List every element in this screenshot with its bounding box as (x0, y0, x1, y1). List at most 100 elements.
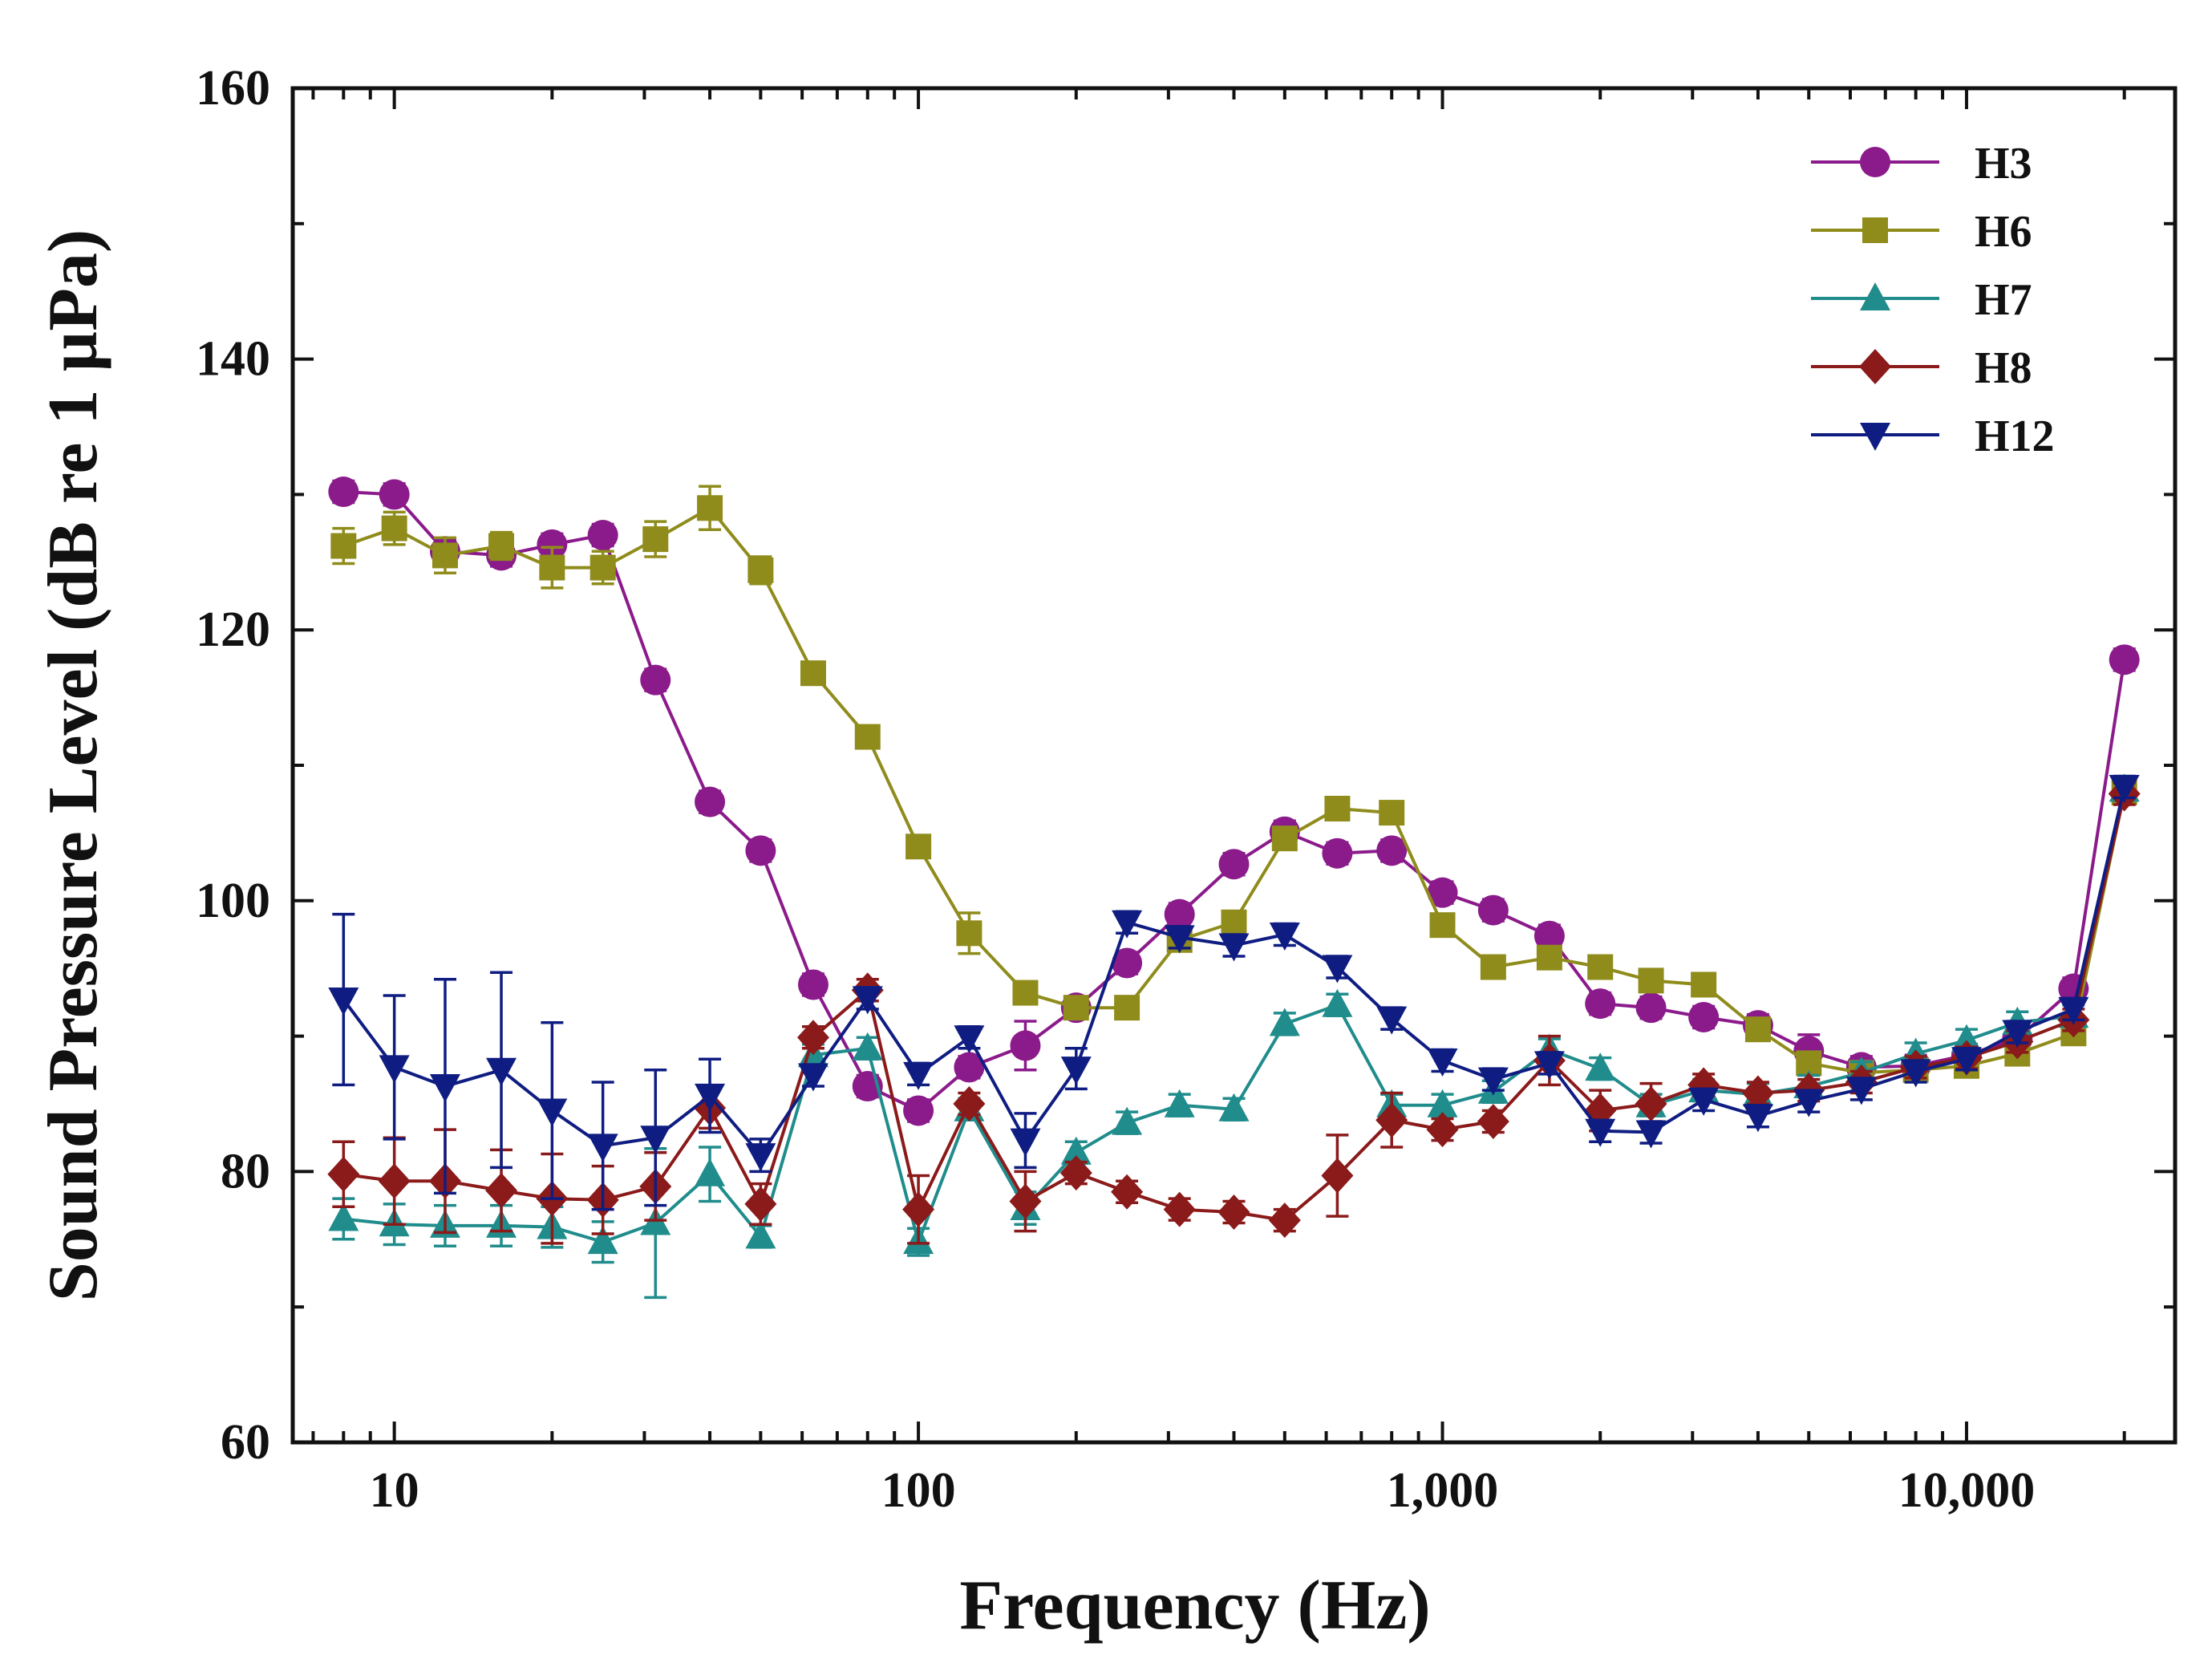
series-h7-point (1112, 1106, 1143, 1135)
series-h12-point (1585, 1118, 1616, 1147)
legend-label-h8: H8 (1975, 343, 2032, 393)
plot-frame (290, 86, 2178, 1445)
series-h7-point (1585, 1052, 1616, 1081)
series-h8-point (953, 1086, 986, 1121)
series-h6-point (1480, 954, 1506, 980)
legend-marker-h12 (1860, 423, 1890, 451)
series-h6-point (1691, 971, 1717, 998)
series-h12-point (1688, 1087, 1720, 1116)
legend: H3 H6 H7 H8 H12 (1811, 139, 2055, 461)
series-h7-point (1060, 1136, 1092, 1165)
series-h12-point (745, 1143, 776, 1172)
series-h12-point (2109, 775, 2140, 804)
series-h12-point (1477, 1067, 1509, 1096)
series-h3-point (1376, 835, 1408, 866)
series-h12-point (1951, 1047, 1982, 1076)
series-h6-point (747, 557, 774, 583)
series-h6-point (800, 660, 826, 687)
series-h12-point (1635, 1120, 1667, 1149)
series-h12-point (1742, 1104, 1773, 1133)
series-h3-point (640, 664, 671, 696)
series-h8-point (485, 1173, 518, 1209)
series-h8-point (1635, 1086, 1667, 1121)
y-tick-label: 120 (196, 602, 270, 657)
series-h12-point (797, 1063, 828, 1092)
series-h3-point (1218, 849, 1250, 880)
series-h12 (328, 774, 2140, 1211)
y-tick-label: 60 (221, 1415, 270, 1470)
series-h12-point (1376, 1006, 1408, 1035)
series-h6-point (589, 554, 616, 581)
series-h8-point (1059, 1155, 1092, 1191)
y-tick-label: 80 (221, 1144, 270, 1198)
legend-label-h6: H6 (1975, 207, 2032, 257)
series-h3-point (1477, 894, 1509, 926)
series-h12-point (379, 1055, 410, 1084)
series-h8-point (796, 1020, 829, 1056)
series-layer (327, 477, 2141, 1300)
x-tick-label: 100 (881, 1463, 956, 1518)
series-h7-point (1427, 1089, 1458, 1117)
series-h12-point (1793, 1089, 1825, 1117)
series-h6-point (1638, 967, 1664, 994)
series-h12-point (1427, 1048, 1458, 1077)
series-h3-point (1112, 947, 1143, 979)
series-h6-point (697, 495, 723, 521)
series-h3-point (1322, 838, 1353, 869)
series-h8-point (1741, 1075, 1774, 1111)
series-h3-point (1010, 1030, 1041, 1061)
series-h3-point (1688, 1001, 1720, 1032)
series-h6-point (381, 515, 407, 541)
series-h12-point (2058, 996, 2089, 1025)
series-h6-point (1221, 909, 1247, 935)
series-h3-point (745, 835, 776, 866)
series-h3-point (1164, 898, 1195, 930)
series-h8-point (1268, 1203, 1301, 1239)
series-h8-point (378, 1163, 411, 1199)
series-h6-point (1324, 796, 1351, 822)
series-h6-point (1429, 912, 1456, 939)
series-h8-point (1321, 1158, 1354, 1194)
series-h12-point (1900, 1059, 1931, 1088)
x-axis-title: Frequency (Hz) (959, 1567, 1430, 1645)
tick-labels: 60 80 100 120 140 160 10 100 1,000 10,000 (196, 61, 2035, 1518)
legend-marker-h7 (1860, 282, 1890, 310)
series-h12-point (954, 1025, 985, 1054)
series-h12-point (1322, 955, 1353, 984)
series-h12-point (1164, 925, 1195, 954)
series-h8-point (1477, 1103, 1509, 1139)
series-h3-point (1427, 877, 1458, 908)
series-h7-point (1269, 1008, 1300, 1036)
y-tick-label: 140 (196, 332, 270, 387)
series-h12-point (2002, 1020, 2033, 1048)
series-h12-point (1112, 910, 1143, 939)
series-h3-point (1533, 920, 1565, 951)
series-h6-point (431, 542, 458, 569)
series-h7-point (745, 1220, 776, 1249)
series-h6-point (1744, 1016, 1771, 1043)
x-tick-label: 1,000 (1387, 1463, 1499, 1518)
series-h6-point (1536, 944, 1562, 971)
series-h6-point (488, 533, 515, 559)
series-h6-point (905, 833, 932, 860)
series-h7-point (695, 1158, 726, 1186)
series-h8-point (744, 1186, 777, 1222)
legend-marker-h6 (1862, 217, 1888, 243)
series-h12-point (486, 1057, 517, 1086)
y-tick-label: 100 (196, 874, 270, 928)
series-h8-point (902, 1191, 935, 1227)
series-h7-point (1218, 1093, 1250, 1121)
series-h6-point (1587, 954, 1614, 980)
series-h7-point (1164, 1089, 1195, 1117)
series-h12-point (640, 1125, 671, 1154)
series-h12-point (328, 988, 359, 1016)
series-h12-point (695, 1083, 726, 1112)
series-h12-point (1060, 1057, 1092, 1085)
series-h3-point (1635, 992, 1667, 1024)
legend-label-h12: H12 (1975, 412, 2055, 461)
legend-label-h7: H7 (1975, 275, 2032, 325)
series-h8-point (1426, 1112, 1459, 1148)
series-h6-point (1114, 995, 1140, 1021)
x-tick-label: 10 (370, 1463, 419, 1518)
